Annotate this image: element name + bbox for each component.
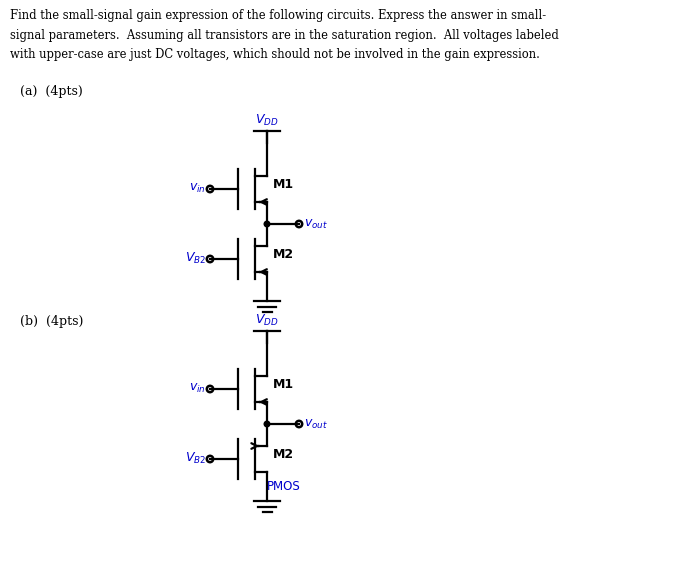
Text: with upper-case are just DC voltages, which should not be involved in the gain e: with upper-case are just DC voltages, wh… (10, 48, 540, 61)
Text: $v_{out}$: $v_{out}$ (304, 218, 328, 231)
Text: M1: M1 (273, 178, 294, 192)
Text: signal parameters.  Assuming all transistors are in the saturation region.  All : signal parameters. Assuming all transist… (10, 28, 559, 42)
Text: Find the small-signal gain expression of the following circuits. Express the ans: Find the small-signal gain expression of… (10, 9, 546, 22)
Text: $V_{DD}$: $V_{DD}$ (255, 113, 279, 128)
Text: PMOS: PMOS (267, 481, 301, 493)
Text: $V_{B2}$: $V_{B2}$ (185, 250, 206, 265)
Text: $v_{in}$: $v_{in}$ (189, 181, 206, 194)
Text: M2: M2 (273, 448, 294, 462)
Circle shape (264, 221, 270, 227)
Text: $v_{out}$: $v_{out}$ (304, 417, 328, 430)
Text: (a)  (4pts): (a) (4pts) (20, 85, 82, 98)
Text: M1: M1 (273, 379, 294, 392)
Text: $V_{DD}$: $V_{DD}$ (255, 313, 279, 328)
Text: (b)  (4pts): (b) (4pts) (20, 315, 83, 328)
Text: $V_{B2}$: $V_{B2}$ (185, 451, 206, 466)
Text: $v_{in}$: $v_{in}$ (189, 381, 206, 395)
Text: M2: M2 (273, 249, 294, 261)
Circle shape (264, 421, 270, 427)
